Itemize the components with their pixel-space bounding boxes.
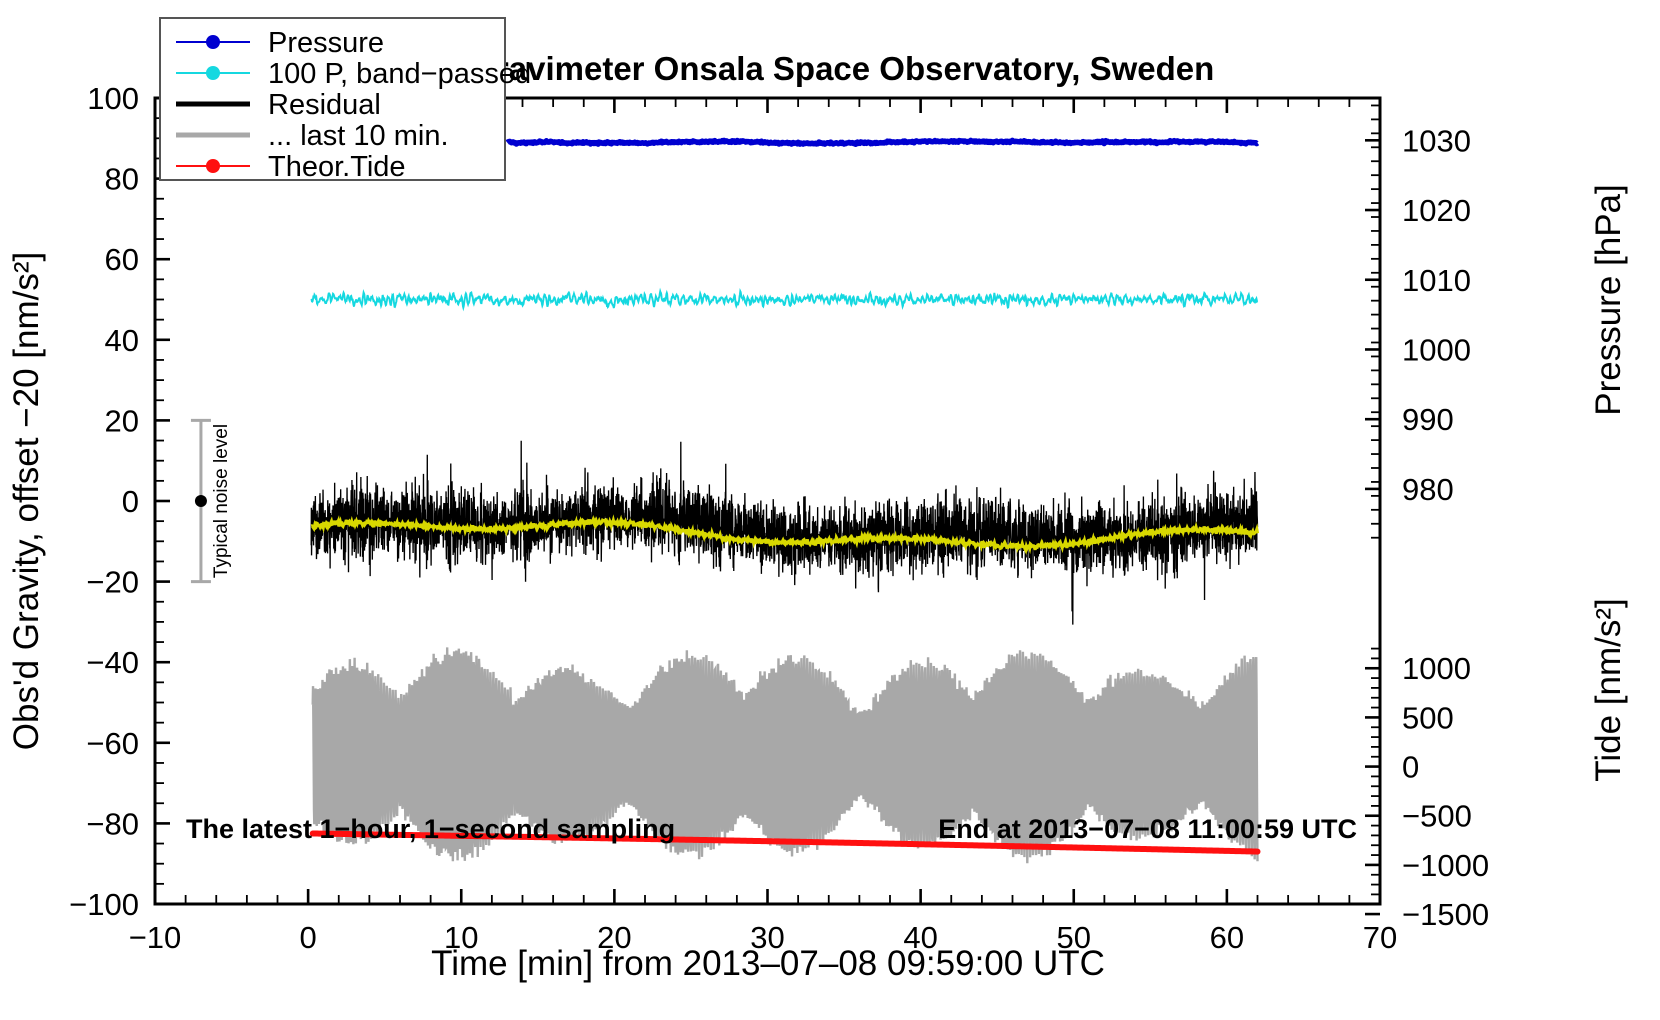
typical-noise-level-annotation: Typical noise level	[190, 418, 232, 584]
x-axis-title: Time [min] from 2013–07–08 09:59:00 UTC	[431, 944, 1105, 983]
y-axis-title: Obs'd Gravity, offset −20 [nm/s²]	[7, 252, 46, 751]
legend-marker-4	[206, 159, 220, 173]
tide-tick-label: −1000	[1402, 848, 1489, 883]
pressure-tick-label: 1020	[1402, 193, 1471, 228]
tide-tick-label: 500	[1402, 700, 1454, 735]
pressure-trace	[505, 137, 1260, 147]
noise-center-point	[194, 495, 207, 507]
x-tick-label: 30	[750, 920, 784, 955]
smoothed-residual-trace	[310, 514, 1260, 555]
y-tick-label: 100	[87, 81, 139, 116]
y-tick-label: −80	[86, 806, 139, 841]
sampling-note: The latest 1−hour, 1−second sampling	[186, 814, 675, 844]
tide-axis-title: Tide [nm/s²]	[1589, 598, 1628, 781]
theoretical-tide-trace	[309, 830, 1261, 855]
noise-level-label: Typical noise level	[211, 424, 232, 578]
pressure-axis-title: Pressure [hPa]	[1589, 184, 1628, 416]
tide-tick-label: −1500	[1402, 897, 1489, 932]
pressure-tick-label: 990	[1402, 402, 1454, 437]
pressure-tick-label: 1030	[1402, 123, 1471, 158]
x-tick-label: 10	[444, 920, 478, 955]
x-tick-label: 70	[1363, 920, 1397, 955]
y-tick-label: 80	[105, 162, 139, 197]
y-tick-label: −20	[86, 565, 139, 600]
y-tick-label: 60	[105, 242, 139, 277]
x-tick-label: 60	[1210, 920, 1244, 955]
y-tick-label: −40	[86, 645, 139, 680]
pressure-tick-label: 1010	[1402, 263, 1471, 298]
x-tick-label: −10	[129, 920, 182, 955]
tide-tick-label: 0	[1402, 750, 1419, 785]
legend-label-4: Theor.Tide	[268, 151, 406, 183]
x-tick-label: 40	[903, 920, 937, 955]
y-tick-label: 20	[105, 403, 139, 438]
pressure-tick-label: 980	[1402, 472, 1454, 507]
data-traces	[309, 137, 1261, 864]
end-time-note: End at 2013−07−08 11:00:59 UTC	[938, 814, 1357, 844]
pressure-tick-label: 1000	[1402, 332, 1471, 367]
y-tick-label: 0	[122, 484, 139, 519]
legend-label-2: Residual	[268, 89, 381, 121]
legend-label-0: Pressure	[268, 27, 384, 59]
axes: −10 0 10 20 30 40 50 60 70100806040200−20−40−60−…	[69, 81, 1489, 955]
x-tick-label: 0	[300, 920, 317, 955]
legend-label-1: 100 P, band−passed	[268, 58, 531, 90]
bandpassed-pressure-trace	[310, 287, 1259, 312]
tide-tick-label: 1000	[1402, 651, 1471, 686]
tide-tick-label: −500	[1402, 799, 1472, 834]
x-tick-label: 20	[597, 920, 631, 955]
legend-marker-0	[206, 35, 220, 49]
y-tick-label: −60	[86, 726, 139, 761]
legend-label-3: ... last 10 min.	[268, 120, 449, 152]
y-tick-label: −100	[69, 887, 139, 922]
last-10-min-trace	[311, 647, 1259, 864]
y-tick-label: 40	[105, 323, 139, 358]
x-tick-label: 50	[1057, 920, 1091, 955]
legend-marker-1	[206, 66, 220, 80]
